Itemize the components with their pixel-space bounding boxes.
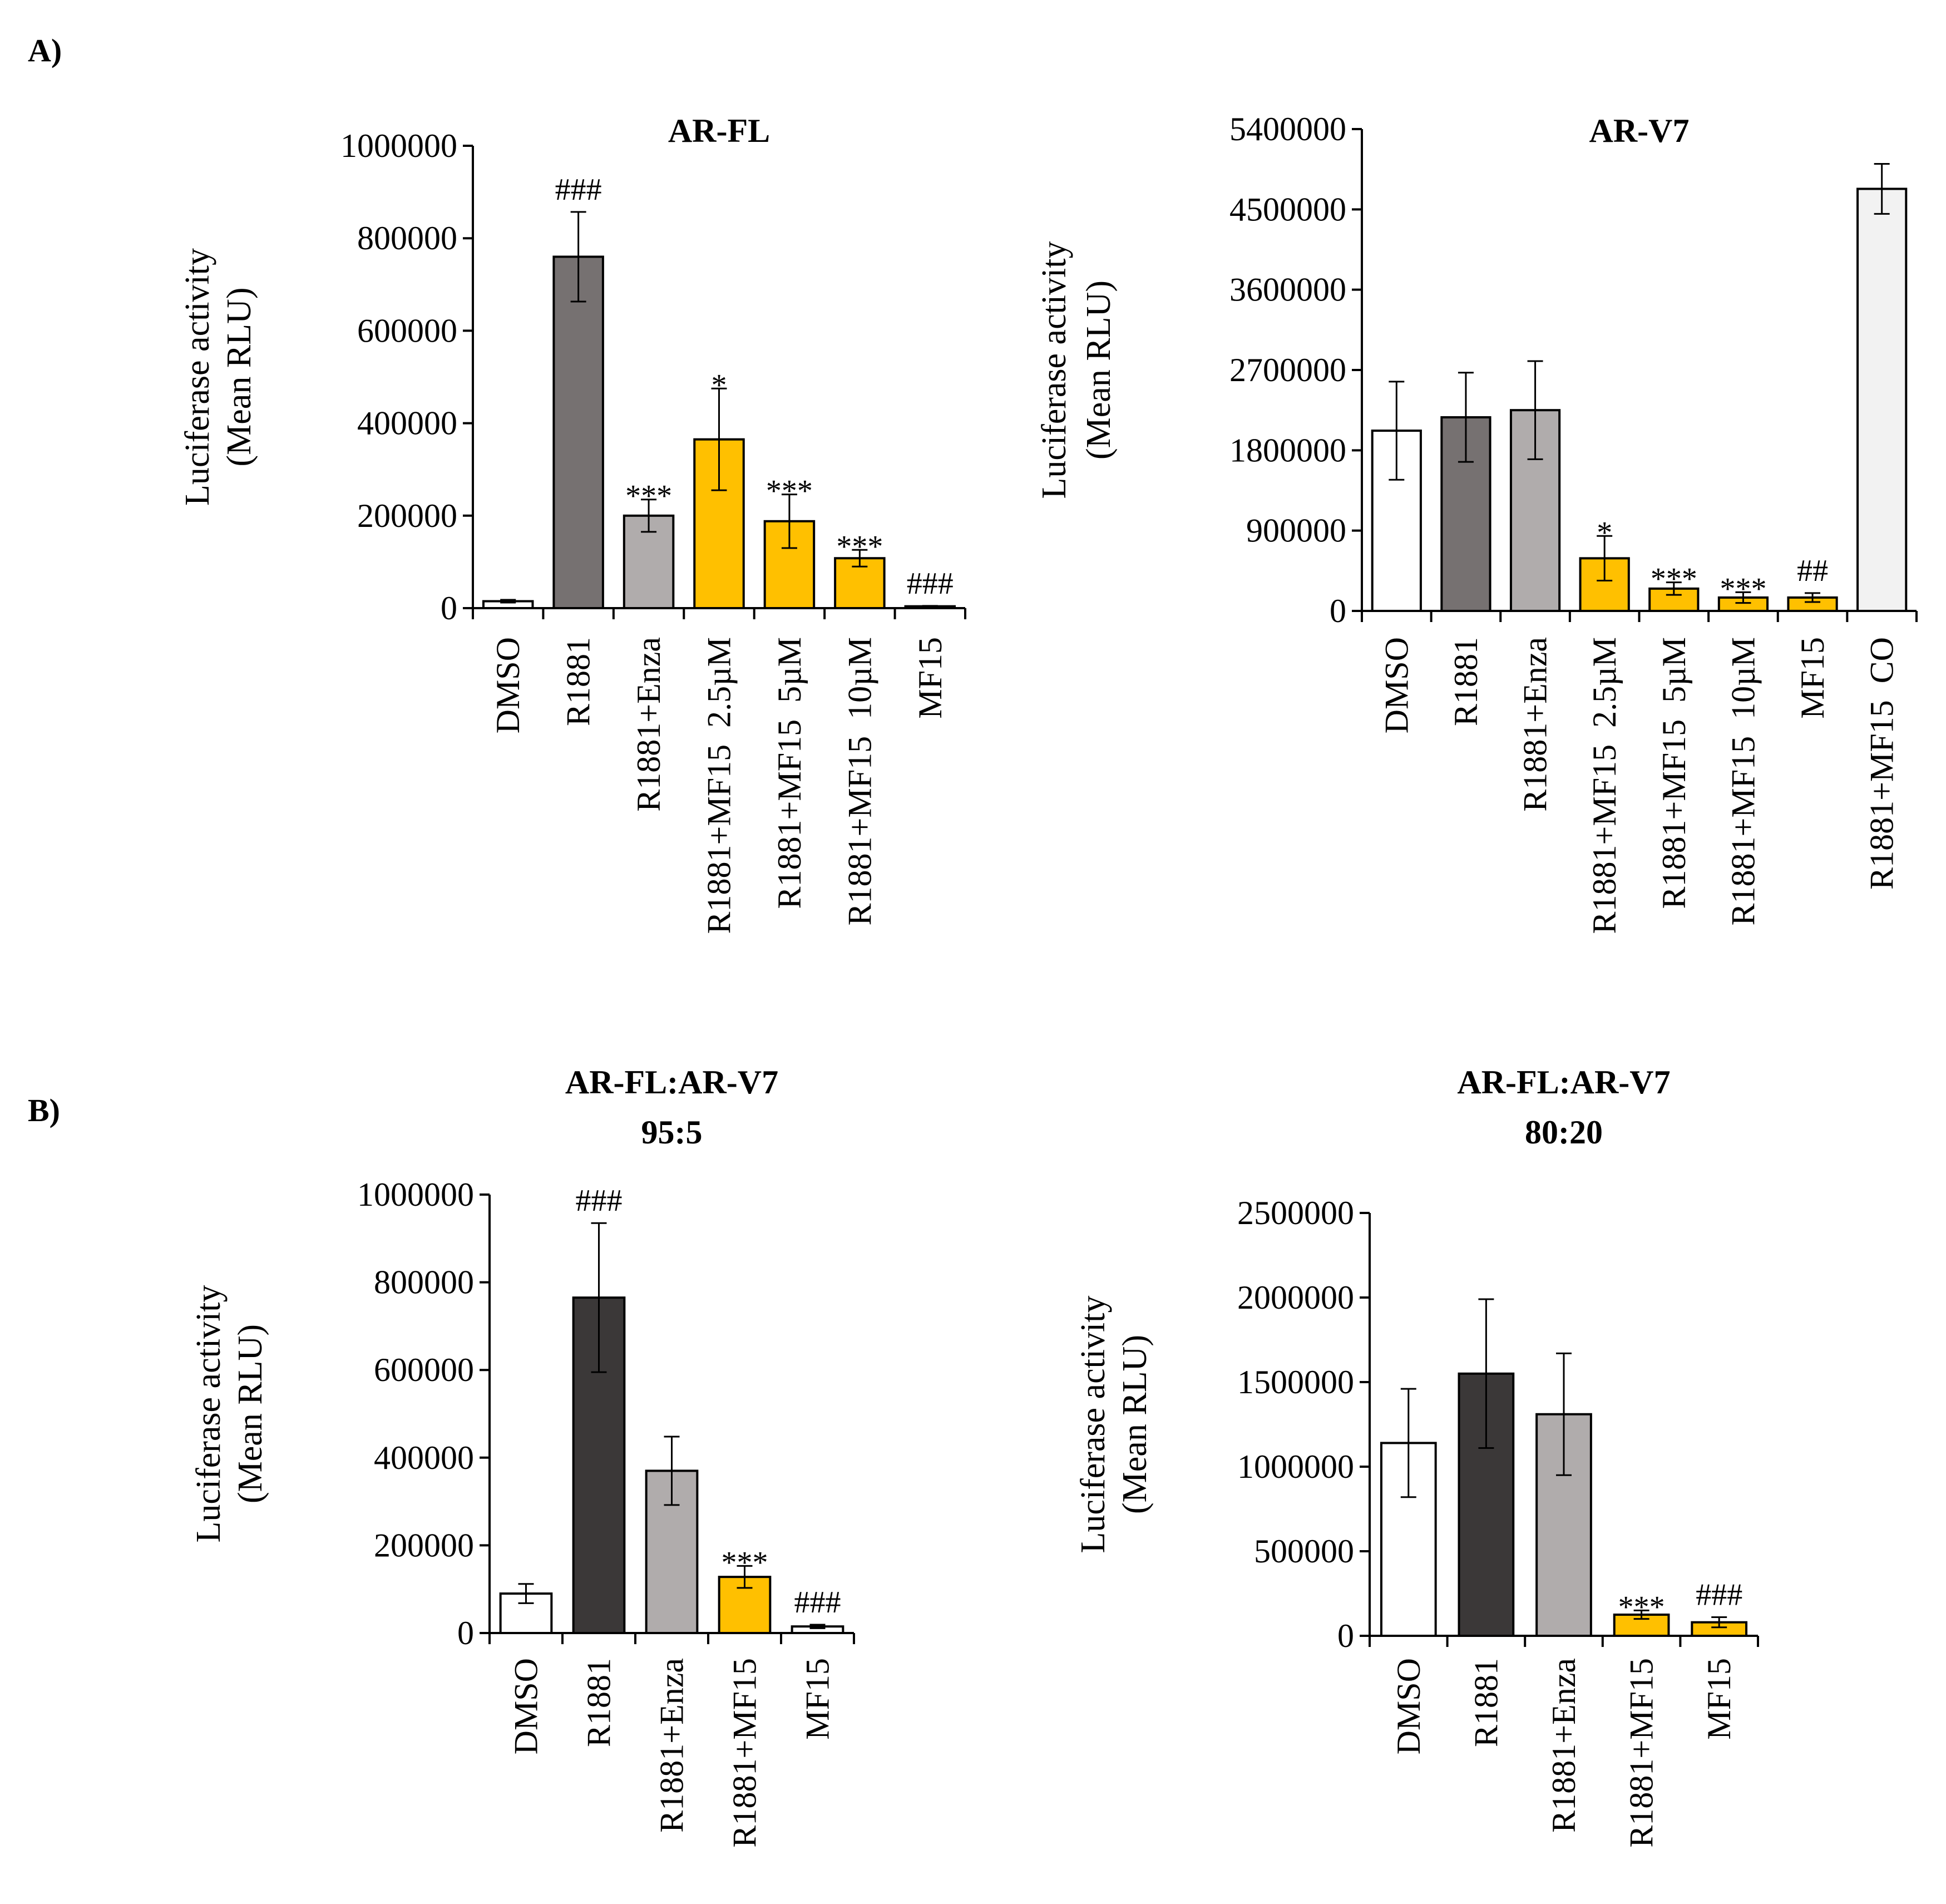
y-tick-label: 2700000 <box>1229 352 1346 388</box>
significance-stars: *** <box>1720 571 1766 606</box>
x-category-label: R1881 <box>560 637 597 726</box>
y-axis-label: (Mean RLU) <box>220 288 258 467</box>
significance-stars: * <box>1597 515 1612 550</box>
y-tick-label: 2000000 <box>1237 1279 1354 1316</box>
x-category-label: MF15 <box>912 637 949 719</box>
y-tick-label: 4500000 <box>1229 191 1346 228</box>
y-axis-label: (Mean RLU) <box>1080 280 1118 460</box>
significance-hash: ## <box>1797 554 1828 588</box>
x-category-label: DMSO <box>1378 637 1415 733</box>
bar-dmso <box>1380 1442 1437 1637</box>
chart-title: AR-V7 <box>1589 112 1690 149</box>
x-category-label: MF15 <box>799 1658 836 1740</box>
y-tick-label: 1500000 <box>1237 1364 1354 1400</box>
x-category-label: R1881+Enza <box>1545 1658 1582 1833</box>
chart-title: 95:5 <box>641 1114 703 1151</box>
chart-title: 80:20 <box>1525 1114 1603 1151</box>
y-tick-label: 600000 <box>357 312 457 349</box>
y-axis-label: (Mean RLU) <box>1116 1335 1154 1514</box>
y-axis-label: Luciferase activity <box>190 1285 228 1542</box>
chart-title: AR-FL:AR-V7 <box>1457 1064 1670 1101</box>
y-axis-label: (Mean RLU) <box>231 1324 269 1503</box>
y-tick-label: 900000 <box>1246 512 1346 549</box>
y-tick-label: 1000000 <box>1237 1448 1354 1485</box>
x-category-label: R1881+MF15 <box>727 1658 763 1848</box>
bar-r1881 <box>552 255 604 609</box>
significance-stars: *** <box>766 474 813 509</box>
x-category-label: R1881+MF15 10µM <box>1725 637 1761 926</box>
significance-hash: ### <box>1696 1578 1742 1612</box>
x-category-label: R1881+Enza <box>630 637 667 812</box>
significance-hash: ### <box>576 1183 623 1218</box>
x-category-label: MF15 <box>1701 1658 1737 1740</box>
significance-stars: * <box>712 368 727 402</box>
x-category-label: MF15 <box>1794 637 1831 719</box>
bar-r1881 <box>1440 416 1491 612</box>
x-category-label: DMSO <box>490 637 526 733</box>
y-axis-label: Luciferase activity <box>1074 1295 1112 1553</box>
chart-title: AR-FL:AR-V7 <box>565 1064 778 1101</box>
y-tick-label: 600000 <box>374 1351 474 1388</box>
y-tick-label: 0 <box>441 590 457 627</box>
significance-stars: *** <box>1618 1590 1665 1624</box>
significance-hash: ### <box>794 1585 841 1620</box>
y-tick-label: 1000000 <box>357 1176 474 1213</box>
bar-dmso <box>499 1592 553 1635</box>
y-tick-label: 5400000 <box>1229 111 1346 147</box>
x-category-label: R1881+Enza <box>1517 637 1554 812</box>
x-category-label: R1881+Enza <box>654 1658 690 1833</box>
bar-r1881-enza <box>645 1469 699 1634</box>
x-category-label: R1881+MF15 2.5µM <box>1586 637 1623 934</box>
chart-ar-fl-ar-v7-80-20: AR-FL:AR-V7 80:20 Luciferase activity (Mean… <box>1074 1064 1759 1848</box>
x-category-label: R1881+MF15 5µM <box>771 637 808 909</box>
significance-hash: ### <box>555 172 602 207</box>
y-tick-label: 200000 <box>374 1527 474 1563</box>
x-category-label: DMSO <box>508 1658 545 1754</box>
y-tick-label: 400000 <box>374 1439 474 1476</box>
y-tick-label: 400000 <box>357 405 457 442</box>
y-tick-label: 0 <box>1337 1617 1354 1654</box>
chart-title: AR-FL <box>668 112 770 149</box>
panel-label-b: B) <box>28 1092 60 1128</box>
bar-r1881-mf15-co <box>1856 188 1908 613</box>
x-category-label: R1881 <box>1448 637 1484 726</box>
chart-ar-fl-ar-v7-95-5: AR-FL:AR-V7 95:5 Luciferase activity (Mean … <box>190 1064 855 1848</box>
x-category-label: R1881 <box>1468 1658 1504 1747</box>
y-tick-label: 800000 <box>357 220 457 257</box>
chart-ar-v7: AR-V7 Luciferase activity (Mean RLU) 0 90000… <box>1035 111 1918 934</box>
significance-stars: *** <box>836 529 883 564</box>
y-tick-label: 2500000 <box>1237 1195 1354 1231</box>
x-category-label: R1881+MF15 5µM <box>1656 637 1692 909</box>
y-axis-label: Luciferase activity <box>179 248 216 506</box>
x-category-label: DMSO <box>1390 1658 1427 1754</box>
y-axis-label: Luciferase activity <box>1035 241 1073 499</box>
significance-hash: ### <box>907 566 954 601</box>
y-tick-label: 0 <box>457 1615 474 1651</box>
panel-label-a: A) <box>28 32 62 68</box>
y-tick-label: 500000 <box>1254 1533 1354 1570</box>
y-tick-label: 3600000 <box>1229 272 1346 308</box>
y-tick-label: 0 <box>1330 593 1346 629</box>
y-tick-label: 1800000 <box>1229 432 1346 468</box>
significance-stars: *** <box>1651 562 1697 596</box>
significance-stars: *** <box>722 1545 768 1580</box>
x-category-label: R1881 <box>581 1658 618 1747</box>
chart-ar-fl: AR-FL Luciferase activity (Mean RLU) 0 20000… <box>179 112 966 934</box>
y-tick-label: 200000 <box>357 497 457 534</box>
x-category-label: R1881+MF15 10µM <box>841 637 878 926</box>
x-category-label: R1881+MF15 2.5µM <box>701 637 738 934</box>
x-category-label: R1881+MF15 <box>1623 1658 1660 1848</box>
significance-stars: *** <box>625 479 672 514</box>
x-category-label: R1881+MF15 CO <box>1864 637 1900 890</box>
y-tick-label: 1000000 <box>340 127 457 164</box>
y-tick-label: 800000 <box>374 1264 474 1301</box>
